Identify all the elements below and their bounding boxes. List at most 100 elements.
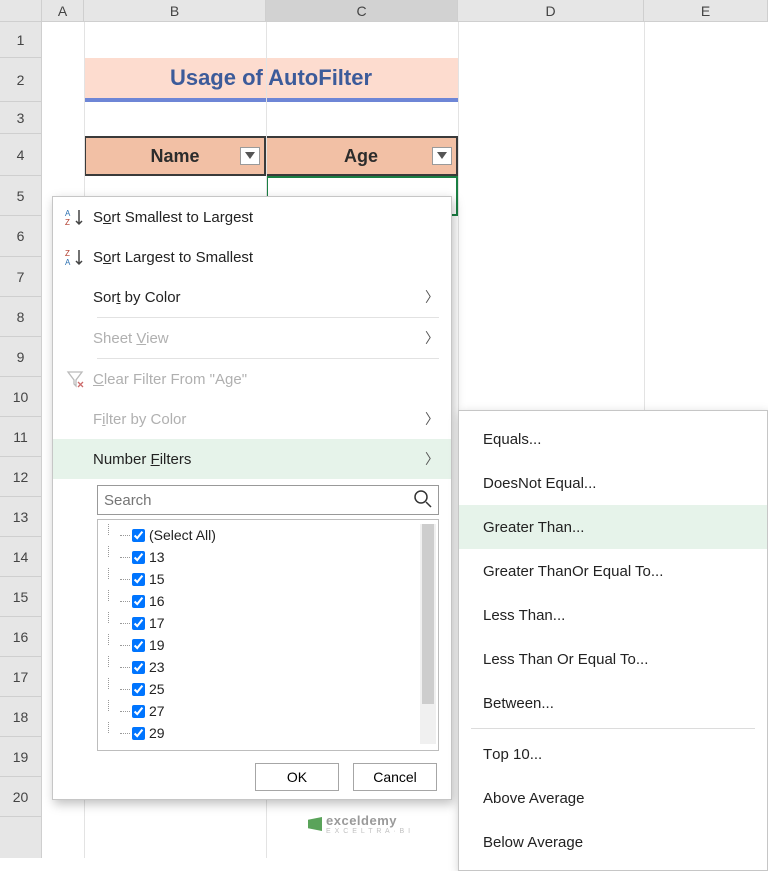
- filter-value-label: (Select All): [149, 527, 216, 543]
- submenu-item[interactable]: Greater Than...: [459, 505, 767, 549]
- row-header-2[interactable]: 2: [0, 58, 41, 102]
- ok-button[interactable]: OK: [255, 763, 339, 791]
- watermark-text: exceldemy: [326, 813, 411, 828]
- filter-checkbox[interactable]: [132, 661, 145, 674]
- sort-color-label: Sort by Color: [93, 289, 423, 306]
- submenu-item[interactable]: Top 10...: [459, 732, 767, 776]
- filter-value-item[interactable]: 23: [108, 656, 438, 678]
- search-input[interactable]: [97, 485, 439, 515]
- sheet-view: Sheet View 〉: [53, 318, 451, 358]
- filter-value-item[interactable]: 25: [108, 678, 438, 700]
- chevron-right-icon: 〉: [423, 328, 439, 348]
- submenu-item[interactable]: Does Not Equal...: [459, 461, 767, 505]
- filter-value-item[interactable]: 19: [108, 634, 438, 656]
- filter-value-item[interactable]: 29: [108, 722, 438, 744]
- filter-checkbox[interactable]: [132, 639, 145, 652]
- filter-value-label: 25: [149, 681, 165, 697]
- row-header-3[interactable]: 3: [0, 102, 41, 134]
- chevron-right-icon: 〉: [423, 409, 439, 429]
- row-header-5[interactable]: 5: [0, 176, 41, 216]
- scrollbar-thumb[interactable]: [422, 524, 434, 704]
- header-age-label: Age: [344, 146, 378, 167]
- filter-value-item[interactable]: 15: [108, 568, 438, 590]
- number-filters-label: Number Filters: [93, 451, 423, 468]
- filter-by-color-label: Filter by Color: [93, 411, 423, 428]
- column-header-D[interactable]: D: [458, 0, 644, 21]
- row-header-11[interactable]: 11: [0, 417, 41, 457]
- row-header-12[interactable]: 12: [0, 457, 41, 497]
- filter-checkbox[interactable]: [132, 727, 145, 740]
- submenu-item[interactable]: Between...: [459, 681, 767, 725]
- filter-checkbox[interactable]: [132, 551, 145, 564]
- filter-checkbox[interactable]: [132, 529, 145, 542]
- watermark: exceldemy E X C E L T R A · B I: [308, 813, 411, 835]
- submenu-item[interactable]: Above Average: [459, 776, 767, 820]
- row-header-1[interactable]: 1: [0, 22, 41, 58]
- filter-checkbox[interactable]: [132, 683, 145, 696]
- title-text: Usage of AutoFilter: [170, 65, 372, 91]
- row-header-9[interactable]: 9: [0, 337, 41, 377]
- column-header-A[interactable]: A: [42, 0, 84, 21]
- header-name-label: Name: [150, 146, 199, 167]
- filter-checkbox[interactable]: [132, 617, 145, 630]
- filter-checkbox[interactable]: [132, 595, 145, 608]
- chevron-right-icon: 〉: [423, 287, 439, 307]
- sort-ascending[interactable]: AZ Sort Smallest to Largest: [53, 197, 451, 237]
- row-header-10[interactable]: 10: [0, 377, 41, 417]
- header-age: Age: [266, 136, 458, 176]
- filter-values-tree[interactable]: (Select All) 13 15 16 1719 23 25 27 29: [97, 519, 439, 751]
- scrollbar[interactable]: [420, 524, 436, 744]
- sort-desc-label: Sort Largest to Smallest: [93, 249, 439, 266]
- filter-value-label: 23: [149, 659, 165, 675]
- row-header-18[interactable]: 18: [0, 697, 41, 737]
- sort-asc-icon: AZ: [65, 207, 93, 227]
- filter-button-age[interactable]: [432, 147, 452, 165]
- autofilter-menu: AZ Sort Smallest to Largest ZA Sort Larg…: [52, 196, 452, 800]
- sort-asc-label: Sort Smallest to Largest: [93, 209, 439, 226]
- row-header-15[interactable]: 15: [0, 577, 41, 617]
- sort-by-color[interactable]: Sort by Color 〉: [53, 277, 451, 317]
- search-icon: [413, 489, 433, 512]
- row-header-20[interactable]: 20: [0, 777, 41, 817]
- filter-value-label: 27: [149, 703, 165, 719]
- svg-text:Z: Z: [65, 218, 70, 227]
- row-header-13[interactable]: 13: [0, 497, 41, 537]
- filter-value-label: 29: [149, 725, 165, 741]
- filter-value-item[interactable]: 13: [108, 546, 438, 568]
- filter-value-label: 13: [149, 549, 165, 565]
- submenu-item[interactable]: Greater Than Or Equal To...: [459, 549, 767, 593]
- submenu-item[interactable]: Equals...: [459, 417, 767, 461]
- row-header-16[interactable]: 16: [0, 617, 41, 657]
- submenu-item[interactable]: Less Than...: [459, 593, 767, 637]
- cancel-button[interactable]: Cancel: [353, 763, 437, 791]
- column-header-E[interactable]: E: [644, 0, 768, 21]
- filter-button-name[interactable]: [240, 147, 260, 165]
- filter-value-item[interactable]: 27: [108, 700, 438, 722]
- row-header-14[interactable]: 14: [0, 537, 41, 577]
- select-all-corner[interactable]: [0, 0, 42, 21]
- filter-checkbox[interactable]: [132, 705, 145, 718]
- filter-value-item[interactable]: 16: [108, 590, 438, 612]
- row-header-8[interactable]: 8: [0, 297, 41, 337]
- row-header-17[interactable]: 17: [0, 657, 41, 697]
- row-header-7[interactable]: 7: [0, 257, 41, 297]
- row-header-4[interactable]: 4: [0, 134, 41, 176]
- column-header-B[interactable]: B: [84, 0, 266, 21]
- sheet-view-label: Sheet View: [93, 330, 423, 347]
- sort-descending[interactable]: ZA Sort Largest to Smallest: [53, 237, 451, 277]
- column-header-C[interactable]: C: [266, 0, 458, 21]
- row-header-6[interactable]: 6: [0, 216, 41, 257]
- submenu-item[interactable]: Less Than Or Equal To...: [459, 637, 767, 681]
- clear-filter-label: Clear Filter From "Age": [93, 371, 439, 388]
- submenu-item[interactable]: Below Average: [459, 820, 767, 864]
- svg-text:A: A: [65, 209, 71, 218]
- clear-filter: Clear Filter From "Age": [53, 359, 451, 399]
- svg-text:A: A: [65, 258, 71, 267]
- number-filters[interactable]: Number Filters 〉: [53, 439, 451, 479]
- filter-by-color: Filter by Color 〉: [53, 399, 451, 439]
- filter-value-item[interactable]: 17: [108, 612, 438, 634]
- filter-value-item[interactable]: (Select All): [108, 524, 438, 546]
- row-header-19[interactable]: 19: [0, 737, 41, 777]
- filter-checkbox[interactable]: [132, 573, 145, 586]
- filter-value-label: 16: [149, 593, 165, 609]
